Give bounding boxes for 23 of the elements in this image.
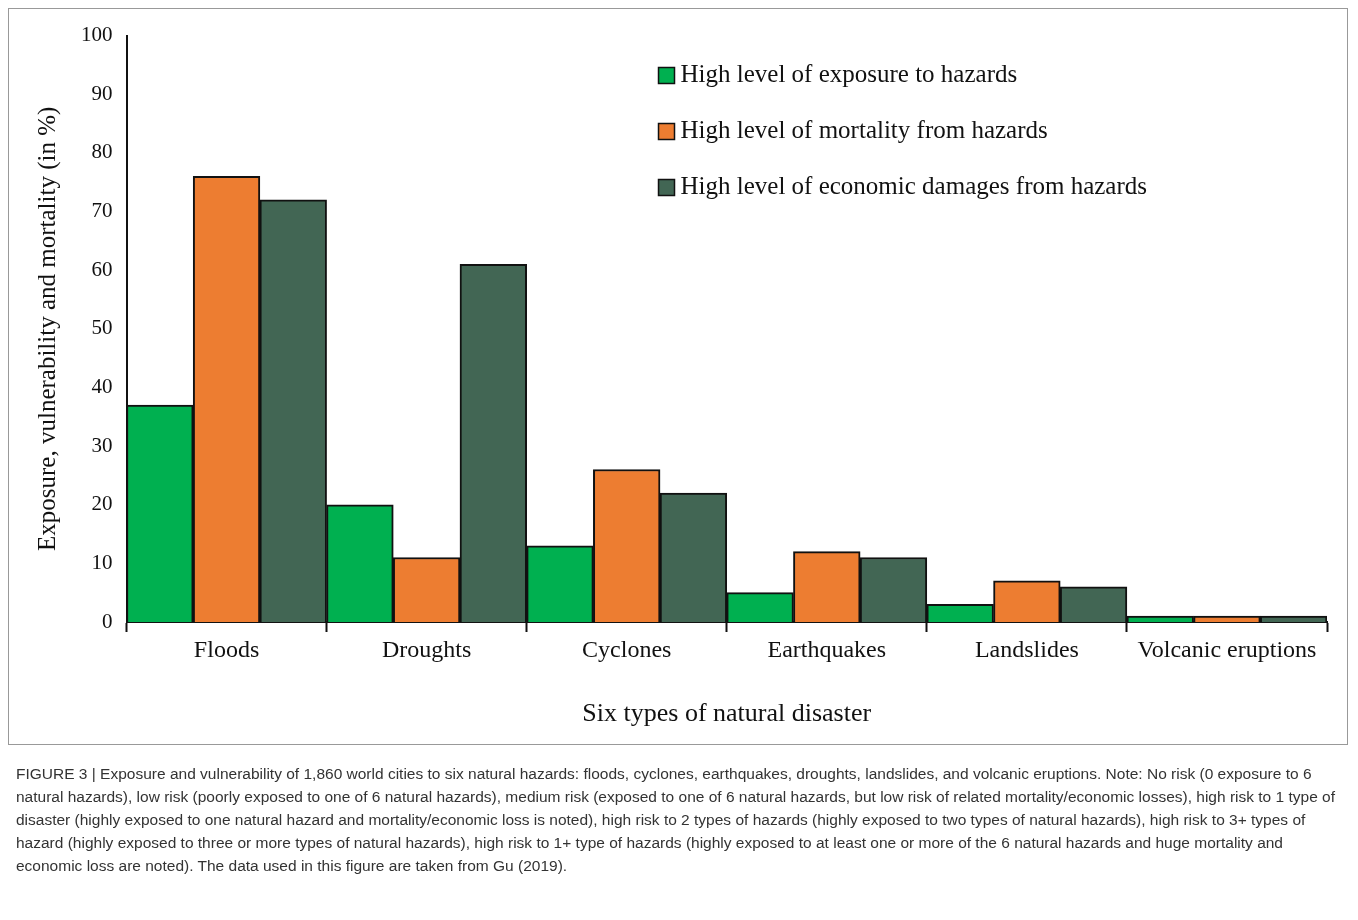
legend-label: High level of economic damages from hazards (680, 172, 1148, 200)
y-tick-label: 20 (91, 491, 113, 516)
x-tick-label: Droughts (381, 635, 472, 662)
legend-label: High level of exposure to hazards (680, 60, 1018, 88)
x-tick-label: Landslides (974, 635, 1079, 662)
caption: FIGURE 3 | Exposure and vulnerability of 1,860 world cities to six natural hazards: floods, cyclones, earthquakes, droughts, landslides, and volcanic eruptions. Note: No risk (0 exposure to 6 natural hazards), low risk (poorly exposed to one of 6 natural hazards), medium risk (exposed to one of 6 natural hazards, but low risk of related mortality/economic losses), high risk to 1 type of disaster (highly exposed to one natural hazard and mortality/economic loss is noted), high risk to 2 types of hazards (highly exposed to two types of natural hazards), high risk to 3+ types of hazard (highly exposed to three or more types of natural hazards), high risk to 1+ type of hazards (highly exposed to at least one or more of the 6 natural hazards and huge mortality and economic loss are noted). The data used in this figure are taken from Gu (2019). (16, 764, 1336, 876)
x-tick-label: Floods (193, 635, 260, 662)
x-tick-label: Volcanic eruptions (1137, 635, 1317, 662)
y-tick-label: 40 (91, 373, 113, 398)
x-tick-label: Earthquakes (767, 635, 887, 662)
y-tick-label: 50 (91, 315, 113, 340)
x-axis-title: Six types of natural disaster (582, 698, 872, 728)
y-tick-label: 30 (91, 432, 113, 457)
y-tick-label: 0 (102, 608, 113, 633)
y-axis-title: Exposure, vulnerability and mortality (in %) (32, 106, 61, 551)
y-tick-label: 60 (91, 256, 113, 281)
legend-label: High level of mortality from hazards (680, 116, 1048, 144)
y-tick-label: 100 (81, 22, 113, 47)
y-tick-label: 80 (91, 139, 113, 164)
y-tick-label: 10 (91, 549, 113, 574)
y-tick-label: 70 (91, 198, 113, 223)
x-tick-label: Cyclones (582, 635, 672, 662)
y-tick-label: 90 (91, 80, 113, 105)
